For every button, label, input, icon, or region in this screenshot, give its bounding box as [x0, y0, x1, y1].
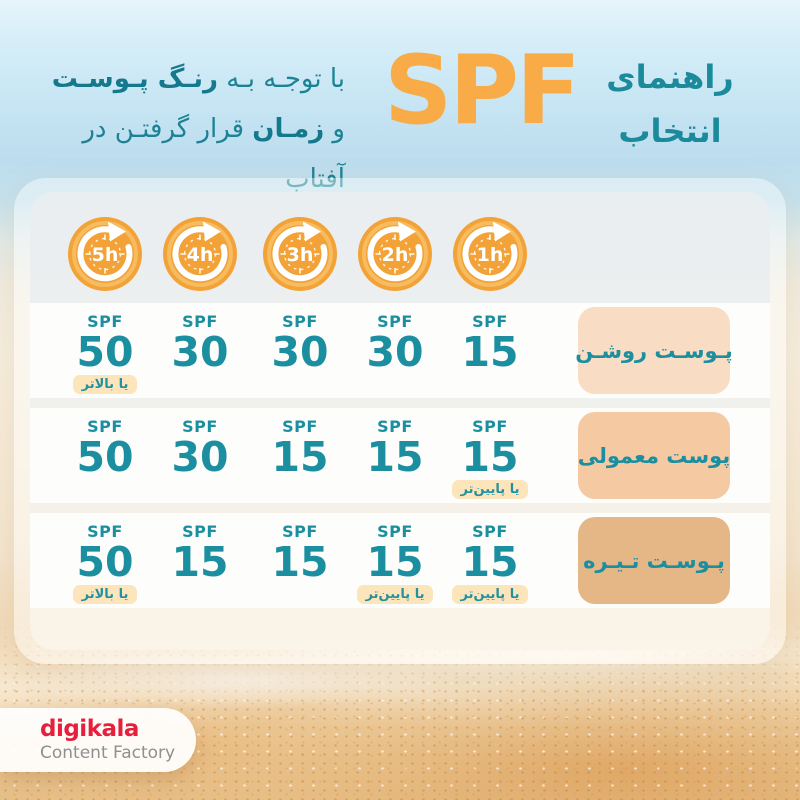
- svg-text:5h: 5h: [92, 244, 119, 266]
- brand-badge: digikala Content Factory: [0, 708, 196, 772]
- spf-caption: SPF: [377, 312, 413, 331]
- table-row: SPF 50 یا بالاتر SPF 15 SPF 15 SPF 15 یا…: [30, 513, 770, 608]
- spf-caption: SPF: [282, 417, 318, 436]
- skin-label-light: پـوسـت روشـن: [575, 307, 733, 394]
- spf-caption: SPF: [282, 312, 318, 331]
- clock-1h-icon: 1h: [453, 217, 527, 291]
- spf-value: 30: [366, 328, 424, 376]
- svg-text:4h: 4h: [187, 244, 214, 266]
- spf-value: 15: [461, 433, 519, 481]
- spf-value: 50: [76, 328, 134, 376]
- table-row: SPF 50 SPF 30 SPF 15 SPF 15 SPF 15 یا پا…: [30, 408, 770, 503]
- spf-cell-light-3h: SPF 30: [252, 303, 348, 398]
- spf-value: 30: [171, 328, 229, 376]
- spf-value: 50: [76, 538, 134, 586]
- spf-value: 15: [271, 538, 329, 586]
- spf-caption: SPF: [182, 312, 218, 331]
- spf-caption: SPF: [87, 417, 123, 436]
- spf-cell-dark-5h: SPF 50 یا بالاتر: [57, 513, 153, 608]
- spf-cell-normal-3h: SPF 15: [252, 408, 348, 503]
- spf-cell-normal-1h: SPF 15 یا پایین‌تر: [442, 408, 538, 503]
- subtitle-line1-prefix: با توجـه بـه: [217, 64, 345, 94]
- page-title-line1: راهنمای: [606, 58, 734, 96]
- spf-value: 30: [171, 433, 229, 481]
- spf-caption: SPF: [377, 417, 413, 436]
- page-title-line2: انتخاب: [618, 112, 722, 150]
- spf-cell-dark-2h: SPF 15 یا پایین‌تر: [347, 513, 443, 608]
- svg-text:2h: 2h: [382, 244, 409, 266]
- note-or-lower-badge: یا پایین‌تر: [451, 480, 529, 499]
- page-subtitle: با توجـه بـه رنـگ پـوسـت و زمـان قرار گرف…: [15, 54, 345, 204]
- note-or-higher-badge: یا بالاتر: [72, 375, 138, 394]
- spf-caption: SPF: [182, 522, 218, 541]
- svg-text:3h: 3h: [287, 244, 314, 266]
- skin-label-normal: پوست معمولی: [578, 412, 730, 499]
- spf-caption: SPF: [87, 522, 123, 541]
- spf-caption: SPF: [377, 522, 413, 541]
- clock-4h-icon: 4h: [163, 217, 237, 291]
- spf-cell-normal-2h: SPF 15: [347, 408, 443, 503]
- spf-value: 50: [76, 433, 134, 481]
- subtitle-line2-suffix: قرار گرفتـن در آفتاب: [82, 114, 345, 194]
- spf-caption: SPF: [182, 417, 218, 436]
- spf-cell-light-5h: SPF 50 یا بالاتر: [57, 303, 153, 398]
- spf-wordmark: SPF: [384, 36, 581, 146]
- spf-cell-light-1h: SPF 15: [442, 303, 538, 398]
- subtitle-line2-bold: زمـان: [252, 114, 325, 144]
- page-title: راهنمای انتخاب: [600, 50, 740, 158]
- spf-value: 15: [366, 433, 424, 481]
- spf-cell-normal-4h: SPF 30: [152, 408, 248, 503]
- spf-value: 15: [461, 538, 519, 586]
- spf-cell-normal-5h: SPF 50: [57, 408, 153, 503]
- spf-value: 15: [271, 433, 329, 481]
- spf-cell-dark-3h: SPF 15: [252, 513, 348, 608]
- spf-value: 15: [366, 538, 424, 586]
- note-or-higher-badge: یا بالاتر: [72, 585, 138, 604]
- svg-text:1h: 1h: [477, 244, 504, 266]
- spf-caption: SPF: [87, 312, 123, 331]
- spf-value: 15: [461, 328, 519, 376]
- clock-5h-icon: 5h: [68, 217, 142, 291]
- note-or-lower-badge: یا پایین‌تر: [356, 585, 434, 604]
- spf-cell-light-4h: SPF 30: [152, 303, 248, 398]
- spf-cell-dark-1h: SPF 15 یا پایین‌تر: [442, 513, 538, 608]
- spf-value: 15: [171, 538, 229, 586]
- spf-cell-light-2h: SPF 30: [347, 303, 443, 398]
- digikala-logo: digikala: [40, 716, 139, 742]
- spf-caption: SPF: [472, 522, 508, 541]
- table-row: SPF 50 یا بالاتر SPF 30 SPF 30 SPF 30 SP…: [30, 303, 770, 398]
- spf-caption: SPF: [472, 417, 508, 436]
- subtitle-line1-bold: رنـگ پـوسـت: [51, 64, 218, 94]
- subtitle-line2-prefix: و: [324, 114, 345, 144]
- skin-label-dark: پـوسـت تـیـره: [578, 517, 730, 604]
- spf-table-card: 5h 4h 3h 2h 1h SPF: [30, 192, 770, 650]
- spf-cell-dark-4h: SPF 15: [152, 513, 248, 608]
- spf-value: 30: [271, 328, 329, 376]
- clock-3h-icon: 3h: [263, 217, 337, 291]
- spf-caption: SPF: [282, 522, 318, 541]
- spf-caption: SPF: [472, 312, 508, 331]
- note-or-lower-badge: یا پایین‌تر: [451, 585, 529, 604]
- clock-2h-icon: 2h: [358, 217, 432, 291]
- brand-subtitle: Content Factory: [40, 743, 176, 763]
